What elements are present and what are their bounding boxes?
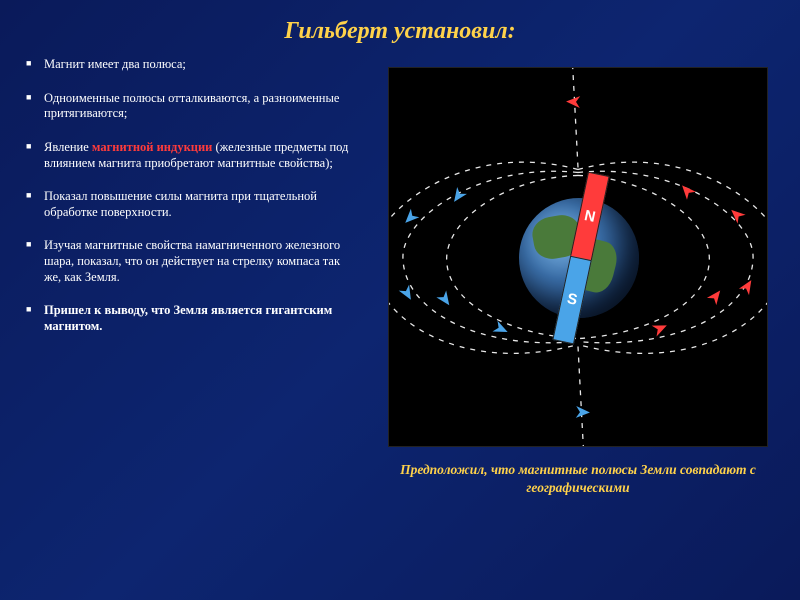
field-arrow-icon xyxy=(652,320,670,337)
bullet-item: Показал повышение силы магнита при тщате… xyxy=(26,189,360,220)
field-arrow-icon xyxy=(739,277,757,295)
bullet-column: Магнит имеет два полюса; Одноименные полю… xyxy=(20,57,360,497)
bullet-item: Явление магнитной индукции (железные пре… xyxy=(26,140,360,171)
field-arrow-icon xyxy=(436,290,454,308)
field-arrow-icon xyxy=(449,187,467,205)
field-arrow-icon xyxy=(727,205,745,223)
bullet-list: Магнит имеет два полюса; Одноименные полю… xyxy=(20,57,360,335)
field-arrow-icon xyxy=(678,181,696,199)
field-arrow-icon xyxy=(707,287,725,305)
bullet-item: Изучая магнитные свойства намагниченного… xyxy=(26,238,360,285)
bullet-item: Одноименные полюсы отталкиваются, а разн… xyxy=(26,91,360,122)
field-arrow-icon xyxy=(576,406,590,418)
bullet-item: Магнит имеет два полюса; xyxy=(26,57,360,73)
field-line xyxy=(578,347,584,446)
field-arrow-icon xyxy=(492,321,510,338)
page-title: Гильберт установил: xyxy=(0,0,800,57)
diagram-column: N S Предположил, что магнитные полюсы Зе… xyxy=(376,57,780,497)
field-arrow-icon xyxy=(399,285,416,303)
content-row: Магнит имеет два полюса; Одноименные полю… xyxy=(0,57,800,497)
field-arrow-icon xyxy=(566,96,580,108)
earth-magnet-diagram: N S xyxy=(388,67,768,447)
field-line xyxy=(572,68,578,167)
bullet-item: Пришел к выводу, что Земля является гига… xyxy=(26,303,360,334)
diagram-caption: Предположил, что магнитные полюсы Земли … xyxy=(376,461,780,497)
